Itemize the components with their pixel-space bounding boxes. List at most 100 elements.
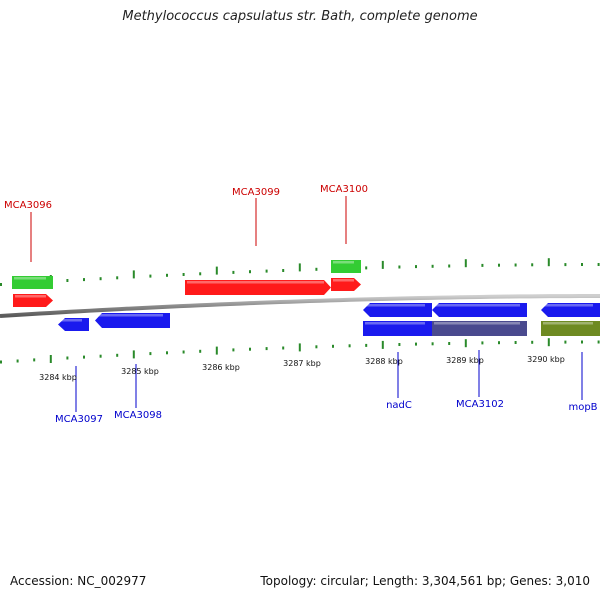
gene-mca3096-green-highlight — [14, 277, 46, 280]
gene-mopb-box — [541, 321, 600, 336]
outer-tick — [398, 265, 401, 269]
gene-mca3100-red-highlight — [333, 279, 354, 282]
outer-tick — [199, 272, 202, 276]
inner-tick — [66, 356, 69, 360]
gene-mca3099 — [185, 280, 331, 295]
outer-tick — [415, 265, 417, 269]
inner-tick — [199, 349, 202, 353]
gene-label: MCA3098 — [114, 410, 162, 421]
inner-tick — [415, 342, 417, 346]
gene-mca3102-body — [432, 303, 527, 317]
outer-tick — [149, 274, 152, 278]
outer-tick — [464, 259, 467, 268]
gene-mca3098 — [95, 313, 170, 328]
inner-tick — [16, 359, 19, 363]
inner-tick — [431, 342, 434, 346]
gene-mopb-box-highlight — [543, 322, 593, 325]
inner-tick — [232, 348, 235, 352]
gene-nadc-box-body — [363, 321, 432, 336]
inner-tick — [315, 345, 318, 349]
inner-tick — [597, 340, 600, 344]
inner-tick — [448, 342, 451, 345]
gene-mca3102-box-highlight — [434, 322, 520, 325]
gene-nadc-box — [363, 321, 432, 336]
outer-tick — [215, 266, 218, 275]
outer-tick — [232, 270, 235, 274]
gene-mopb — [541, 303, 600, 317]
inner-tick — [0, 360, 2, 364]
inner-tick — [547, 338, 550, 347]
gene-label: mopB — [568, 402, 597, 413]
gene-nadc-body — [363, 303, 432, 317]
inner-tick — [215, 346, 218, 355]
outer-tick — [597, 263, 600, 266]
gene-mca3098-highlight — [97, 314, 163, 317]
inner-tick — [481, 341, 484, 345]
inner-tick — [116, 353, 119, 357]
gene-mca3102 — [432, 303, 527, 317]
outer-tick — [431, 264, 434, 268]
gene-mca3097-body — [58, 318, 89, 331]
inner-tick — [348, 344, 351, 348]
inner-tick — [99, 354, 102, 358]
inner-tick — [365, 343, 368, 347]
scale-label: 3285 kbp — [121, 367, 159, 376]
scale-label: 3286 kbp — [202, 363, 240, 372]
gene-mca3100-green-body — [331, 260, 361, 273]
inner-tick — [332, 344, 334, 348]
outer-tick — [166, 273, 168, 277]
gene-mca3102-highlight — [434, 304, 520, 307]
outer-tick — [581, 263, 583, 266]
gene-mopb-body — [541, 303, 600, 317]
inner-tick — [464, 339, 467, 348]
outer-tick — [381, 260, 384, 269]
inner-tick — [33, 358, 36, 362]
inner-tick — [249, 347, 251, 351]
inner-tick — [166, 351, 168, 355]
scale-label: 3288 kbp — [365, 357, 403, 366]
outer-tick — [298, 263, 301, 272]
gene-label: MCA3097 — [55, 414, 103, 425]
gene-mca3100-green-highlight — [333, 261, 354, 264]
outer-tick — [498, 263, 500, 267]
gene-mca3100-red-body — [331, 278, 361, 291]
outer-tick — [531, 263, 534, 267]
gene-mca3097 — [58, 318, 89, 331]
outer-tick — [66, 279, 69, 282]
inner-tick — [282, 346, 285, 350]
gene-label: MCA3099 — [232, 187, 280, 198]
inner-tick — [381, 340, 384, 349]
topology-text: Topology: circular; Length: 3,304,561 bp… — [260, 574, 590, 588]
gene-mca3096-green-body — [12, 276, 53, 289]
scale-label: 3284 kbp — [39, 373, 77, 382]
gene-mca3097-highlight — [60, 319, 82, 322]
gene-mopb-highlight — [543, 304, 593, 307]
scale-label: 3287 kbp — [283, 359, 321, 368]
inner-tick — [132, 350, 135, 359]
gene-nadc-highlight — [365, 304, 425, 307]
backbone-line — [0, 294, 600, 318]
gene-label: nadC — [386, 400, 412, 411]
gene-mca3099-highlight — [187, 281, 324, 284]
inner-tick — [149, 352, 152, 356]
outer-tick — [182, 273, 185, 276]
outer-tick — [116, 276, 119, 280]
gene-mca3099-body — [185, 280, 331, 295]
outer-tick — [365, 266, 368, 270]
scale-label: 3289 kbp — [446, 356, 484, 365]
gene-mca3098-body — [95, 313, 170, 328]
outer-tick — [132, 270, 135, 279]
outer-tick — [99, 277, 102, 281]
outer-tick — [514, 263, 517, 267]
outer-tick — [265, 269, 268, 273]
gene-label: MCA3096 — [4, 200, 52, 211]
outer-tick — [547, 258, 550, 267]
outer-tick — [0, 283, 2, 286]
gene-nadc — [363, 303, 432, 317]
gene-mca3100-red — [331, 278, 361, 291]
gene-mca3096-red-body — [13, 294, 53, 307]
gene-nadc-box-highlight — [365, 322, 425, 325]
inner-tick — [498, 341, 500, 345]
outer-tick — [481, 263, 484, 267]
inner-tick — [581, 340, 583, 344]
